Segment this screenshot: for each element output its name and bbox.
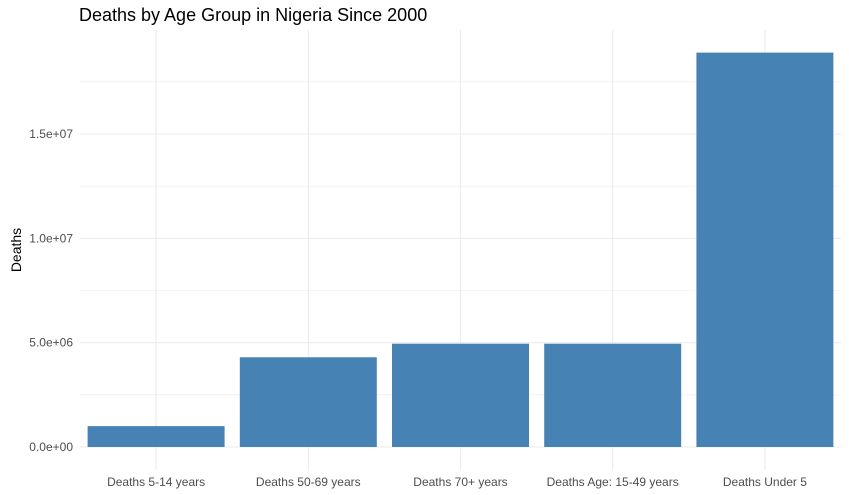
y-tick-label: 1.0e+07 — [29, 231, 73, 245]
bar-3 — [544, 343, 682, 447]
x-tick-label: Deaths Age: 15-49 years — [547, 475, 679, 489]
bar-0 — [87, 426, 225, 447]
y-tick-label: 0.0e+00 — [29, 440, 73, 454]
bar-4 — [696, 52, 834, 448]
y-tick-label: 1.5e+07 — [29, 127, 73, 141]
x-tick-label: Deaths 70+ years — [413, 475, 507, 489]
bars — [87, 52, 834, 448]
bar-1 — [239, 357, 377, 447]
x-tick-labels: Deaths 5-14 years Deaths 50-69 years Death… — [107, 475, 807, 489]
y-tick-label: 5.0e+06 — [29, 336, 73, 350]
x-tick-label: Deaths 5-14 years — [107, 475, 205, 489]
chart-title: Deaths by Age Group in Nigeria Since 200… — [79, 5, 428, 25]
x-tick-label: Deaths Under 5 — [723, 475, 807, 489]
x-tick-label: Deaths 50-69 years — [256, 475, 361, 489]
bar-2 — [392, 343, 529, 447]
y-tick-labels: 0.0e+00 5.0e+06 1.0e+07 1.5e+07 — [29, 127, 73, 454]
